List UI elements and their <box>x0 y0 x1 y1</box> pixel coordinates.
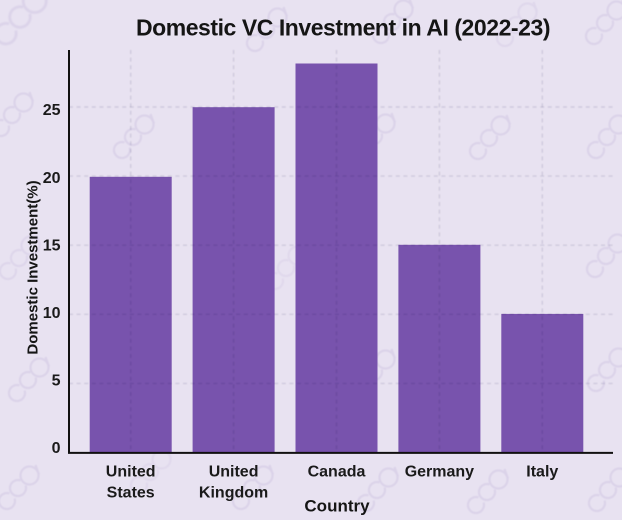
svg-text:United: United <box>106 464 156 481</box>
svg-text:0: 0 <box>52 440 61 457</box>
svg-text:United: United <box>209 464 259 481</box>
svg-text:Country: Country <box>304 497 370 516</box>
svg-text:25: 25 <box>43 102 61 119</box>
svg-text:10: 10 <box>43 305 61 322</box>
svg-text:Kingdom: Kingdom <box>199 485 268 502</box>
svg-text:20: 20 <box>43 170 61 187</box>
svg-text:Domestic VC Investment in AI (: Domestic VC Investment in AI (2022-23) <box>136 15 550 41</box>
svg-text:Canada: Canada <box>308 464 366 481</box>
svg-text:Domestic Investment(%): Domestic Investment(%) <box>25 180 42 354</box>
svg-text:15: 15 <box>43 238 61 255</box>
svg-text:Germany: Germany <box>405 464 474 481</box>
svg-text:States: States <box>107 485 155 502</box>
svg-text:Italy: Italy <box>526 464 558 481</box>
svg-text:5: 5 <box>52 373 61 390</box>
